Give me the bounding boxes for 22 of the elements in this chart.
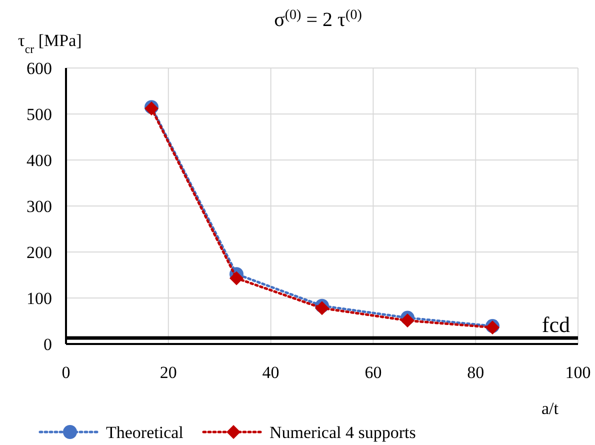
y-tick-label: 300 xyxy=(26,197,52,216)
point xyxy=(400,314,415,328)
point xyxy=(229,271,244,286)
x-tick-label: 80 xyxy=(467,363,484,382)
x-tick-label: 60 xyxy=(364,363,382,382)
y-axis-title: τ$_{cr}$ [MPa] xyxy=(18,31,82,56)
y-tick-label: 400 xyxy=(26,151,52,170)
x-tick-label: 40 xyxy=(262,363,280,382)
x-tick-label: 100 xyxy=(565,363,591,382)
x-axis-title: a/t xyxy=(542,399,559,418)
ref-line-label: fcd xyxy=(542,312,570,338)
point xyxy=(315,301,329,316)
legend-label: Numerical 4 supports xyxy=(270,423,416,442)
x-tick-label: 20 xyxy=(160,363,177,382)
y-tick-label: 200 xyxy=(26,243,52,262)
legend-label: Theoretical xyxy=(106,423,184,442)
chart-title: σ$^{(0)}$ = 2 τ$^{(0)}$ xyxy=(274,8,362,31)
x-tick-label: 0 xyxy=(62,363,70,382)
y-tick-label: 100 xyxy=(26,289,52,308)
y-tick-label: 600 xyxy=(26,59,52,78)
y-tick-label: 500 xyxy=(26,105,52,124)
y-tick-label: 0 xyxy=(44,335,52,354)
